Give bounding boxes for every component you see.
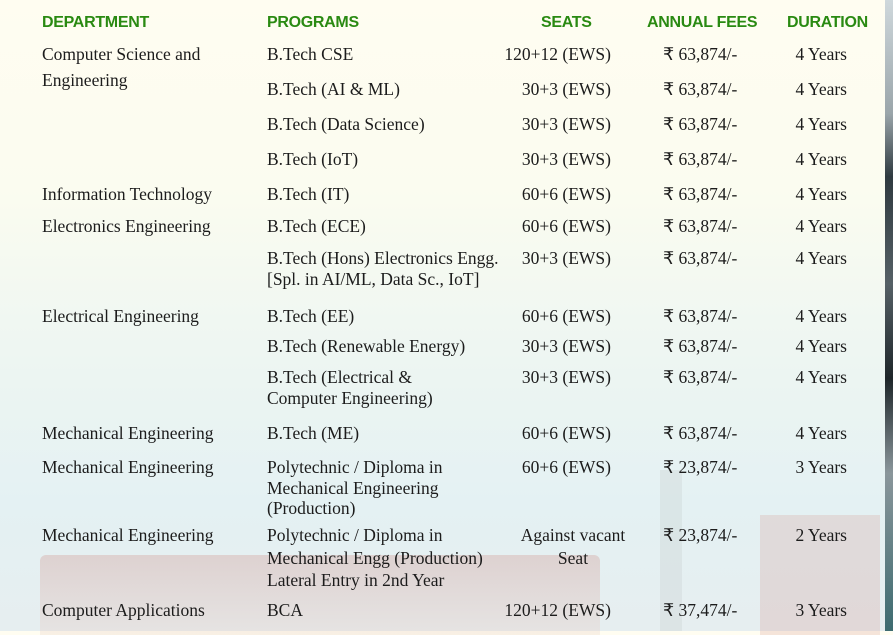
program-cell: BCA xyxy=(267,600,303,620)
seats-cell: 30+3 (EWS) xyxy=(521,367,611,387)
program-cell: B.Tech (ME) xyxy=(267,423,360,443)
duration-cell: 4 Years xyxy=(795,306,847,326)
seats-cell: 60+6 (EWS) xyxy=(521,423,611,443)
department-cell: Engineering xyxy=(42,70,128,90)
program-cell: B.Tech (Hons) Electronics Engg. xyxy=(267,248,499,268)
background-building-image xyxy=(760,515,880,635)
program-cell: Computer Engineering) xyxy=(267,387,433,408)
program-cell: B.Tech (ECE) xyxy=(267,216,366,236)
seats-cell: 120+12 (EWS) xyxy=(504,600,611,620)
fees-cell: ₹ 63,874/- xyxy=(663,44,738,64)
seats-cell: Seat xyxy=(557,548,589,568)
department-cell: Information Technology xyxy=(42,184,213,204)
department-cell: Electrical Engineering xyxy=(42,306,199,326)
duration-cell: 4 Years xyxy=(795,149,847,169)
program-cell: B.Tech (Renewable Energy) xyxy=(267,336,466,356)
header-duration: DURATION xyxy=(787,14,868,31)
fees-cell: ₹ 63,874/- xyxy=(663,248,738,268)
program-cell: Mechanical Engineering xyxy=(267,477,439,498)
seats-cell: 30+3 (EWS) xyxy=(521,248,611,268)
program-cell: B.Tech (IoT) xyxy=(267,149,359,169)
seats-cell: 30+3 (EWS) xyxy=(521,79,611,99)
fees-cell: ₹ 63,874/- xyxy=(663,423,738,443)
program-cell: B.Tech (EE) xyxy=(267,306,355,326)
fees-cell: ₹ 63,874/- xyxy=(663,216,738,236)
duration-cell: 3 Years xyxy=(795,600,847,620)
duration-cell: 4 Years xyxy=(795,336,847,356)
header-annual-fees: ANNUAL FEES xyxy=(647,14,758,31)
background-pillar-image xyxy=(660,470,682,631)
header-programs: PROGRAMS xyxy=(267,14,359,31)
seats-cell: 30+3 (EWS) xyxy=(521,336,611,356)
duration-cell: 4 Years xyxy=(795,423,847,443)
program-cell: B.Tech CSE xyxy=(267,44,354,64)
seats-cell: 60+6 (EWS) xyxy=(521,306,611,326)
department-cell: Mechanical Engineering xyxy=(42,423,214,443)
seats-cell: Against vacant xyxy=(520,525,626,545)
department-cell: Electronics Engineering xyxy=(42,216,211,236)
program-cell: Polytechnic / Diploma in xyxy=(267,457,443,477)
program-cell: B.Tech (AI & ML) xyxy=(267,79,400,99)
duration-cell: 4 Years xyxy=(795,79,847,99)
department-cell: Computer Applications xyxy=(42,600,205,620)
duration-cell: 4 Years xyxy=(795,114,847,134)
program-cell: (Production) xyxy=(267,498,356,518)
fees-cell: ₹ 63,874/- xyxy=(663,367,738,387)
duration-cell: 4 Years xyxy=(795,216,847,236)
department-cell: Mechanical Engineering xyxy=(42,525,214,545)
fees-cell: ₹ 23,874/- xyxy=(663,457,738,477)
duration-cell: 2 Years xyxy=(795,525,847,545)
department-cell: Computer Science and xyxy=(42,44,201,64)
program-cell: [Spl. in AI/ML, Data Sc., IoT] xyxy=(267,268,480,289)
fees-cell: ₹ 63,874/- xyxy=(663,306,738,326)
program-cell: B.Tech (Data Science) xyxy=(267,114,425,134)
seats-cell: 60+6 (EWS) xyxy=(521,184,611,204)
fees-cell: ₹ 63,874/- xyxy=(663,114,738,134)
fees-cell: ₹ 63,874/- xyxy=(663,184,738,204)
duration-cell: 4 Years xyxy=(795,44,847,64)
side-photo-strip xyxy=(885,0,893,631)
department-cell: Mechanical Engineering xyxy=(42,457,214,477)
seats-cell: 30+3 (EWS) xyxy=(521,114,611,134)
program-cell: B.Tech (Electrical & xyxy=(267,367,413,387)
background-building-image xyxy=(40,555,600,635)
duration-cell: 3 Years xyxy=(795,457,847,477)
seats-cell: 120+12 (EWS) xyxy=(504,44,611,64)
header-seats: SEATS xyxy=(541,14,592,31)
fees-cell: ₹ 63,874/- xyxy=(663,336,738,356)
seats-cell: 60+6 (EWS) xyxy=(521,216,611,236)
duration-cell: 4 Years xyxy=(795,184,847,204)
program-cell: Polytechnic / Diploma in xyxy=(267,525,443,545)
program-cell: Mechanical Engg (Production) xyxy=(267,547,483,568)
fees-cell: ₹ 37,474/- xyxy=(663,600,738,620)
seats-cell: 30+3 (EWS) xyxy=(521,149,611,169)
fees-cell: ₹ 63,874/- xyxy=(663,149,738,169)
duration-cell: 4 Years xyxy=(795,248,847,268)
header-department: DEPARTMENT xyxy=(42,14,149,31)
fees-cell: ₹ 63,874/- xyxy=(663,79,738,99)
fees-cell: ₹ 23,874/- xyxy=(663,525,738,545)
program-cell: B.Tech (IT) xyxy=(267,184,350,204)
program-cell: Lateral Entry in 2nd Year xyxy=(267,570,445,590)
duration-cell: 4 Years xyxy=(795,367,847,387)
seats-cell: 60+6 (EWS) xyxy=(521,457,611,477)
